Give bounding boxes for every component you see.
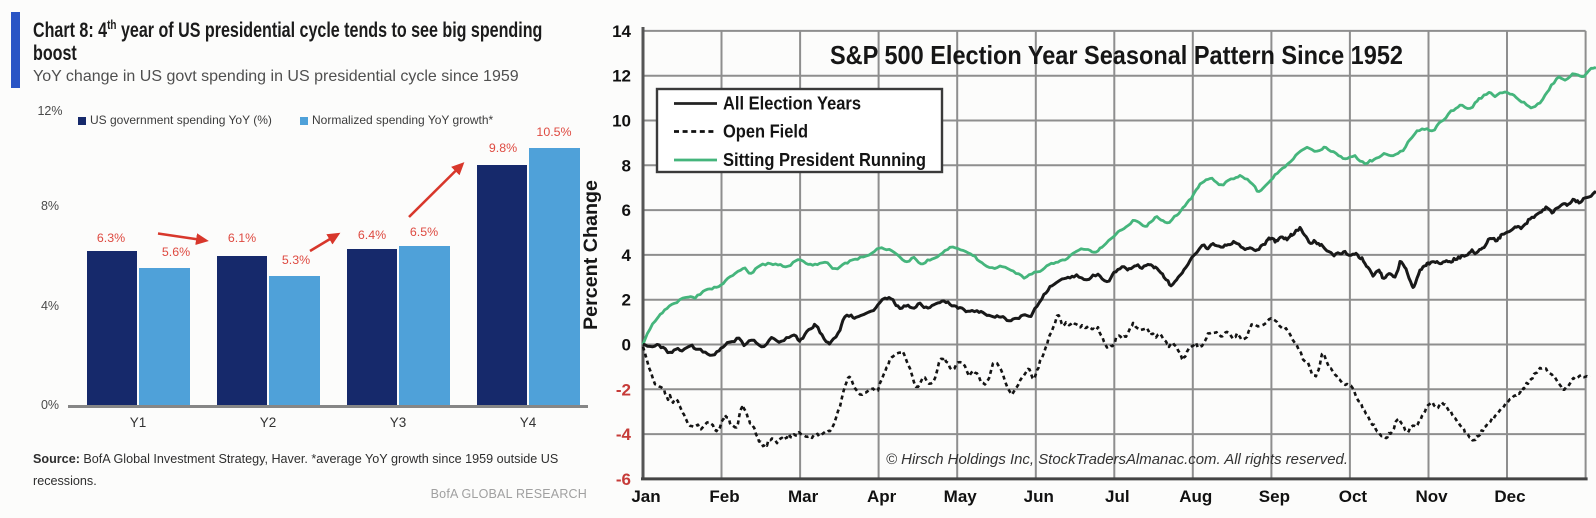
svg-text:8: 8 xyxy=(622,156,631,175)
svg-text:© Hirsch Holdings Inc, StockT: © Hirsch Holdings Inc, StockTradersAlman… xyxy=(886,451,1348,468)
svg-text:Jan: Jan xyxy=(631,487,660,506)
svg-text:Sitting President Running: Sitting President Running xyxy=(723,150,926,170)
svg-text:Jul: Jul xyxy=(1105,487,1130,506)
svg-text:S&P 500 Election Year Seasonal: S&P 500 Election Year Seasonal Pattern S… xyxy=(830,40,1403,70)
svg-text:10: 10 xyxy=(612,112,631,131)
svg-text:Percent Change: Percent Change xyxy=(581,180,602,330)
svg-text:All Election Years: All Election Years xyxy=(723,94,861,114)
svg-text:6: 6 xyxy=(622,201,631,220)
svg-text:Oct: Oct xyxy=(1339,487,1368,506)
svg-text:2: 2 xyxy=(622,291,631,310)
svg-text:Feb: Feb xyxy=(709,487,739,506)
svg-text:0: 0 xyxy=(622,336,631,355)
svg-text:Sep: Sep xyxy=(1259,487,1290,506)
svg-text:Jun: Jun xyxy=(1024,487,1054,506)
svg-text:May: May xyxy=(944,487,978,506)
svg-text:4: 4 xyxy=(622,246,632,265)
svg-text:Aug: Aug xyxy=(1179,487,1212,506)
svg-text:12: 12 xyxy=(612,67,631,86)
svg-text:-2: -2 xyxy=(616,380,631,399)
svg-text:Apr: Apr xyxy=(867,487,897,506)
svg-text:-4: -4 xyxy=(616,425,632,444)
svg-text:Mar: Mar xyxy=(788,487,819,506)
svg-text:14: 14 xyxy=(612,22,631,41)
svg-text:Nov: Nov xyxy=(1415,487,1448,506)
svg-text:Open Field: Open Field xyxy=(723,122,808,142)
svg-text:-6: -6 xyxy=(616,470,631,489)
svg-text:Dec: Dec xyxy=(1494,487,1525,506)
